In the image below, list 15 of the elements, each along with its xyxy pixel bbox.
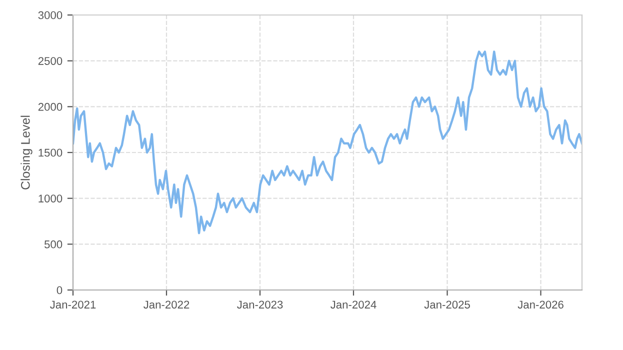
y-tick-label: 2000 — [38, 102, 62, 111]
y-tick-label: 3000 — [38, 11, 62, 20]
y-tick-label: 1000 — [38, 194, 62, 202]
y-tick-label: 0 — [56, 286, 62, 294]
x-tick-label: Jan-2023 — [237, 300, 283, 309]
x-tick-label: Jan-2024 — [330, 300, 376, 309]
x-tick-label: Jan-2021 — [50, 300, 96, 309]
y-tick-label: 1500 — [38, 148, 62, 157]
y-axis-title: Closing Level — [20, 116, 32, 190]
line-series — [73, 50, 582, 234]
x-tick-label: Jan-2022 — [144, 300, 190, 309]
x-tick-label: Jan-2026 — [518, 300, 564, 309]
y-tick-label: 500 — [44, 240, 62, 248]
x-tick-label: Jan-2025 — [424, 300, 470, 309]
y-tick-label: 2500 — [38, 57, 62, 65]
